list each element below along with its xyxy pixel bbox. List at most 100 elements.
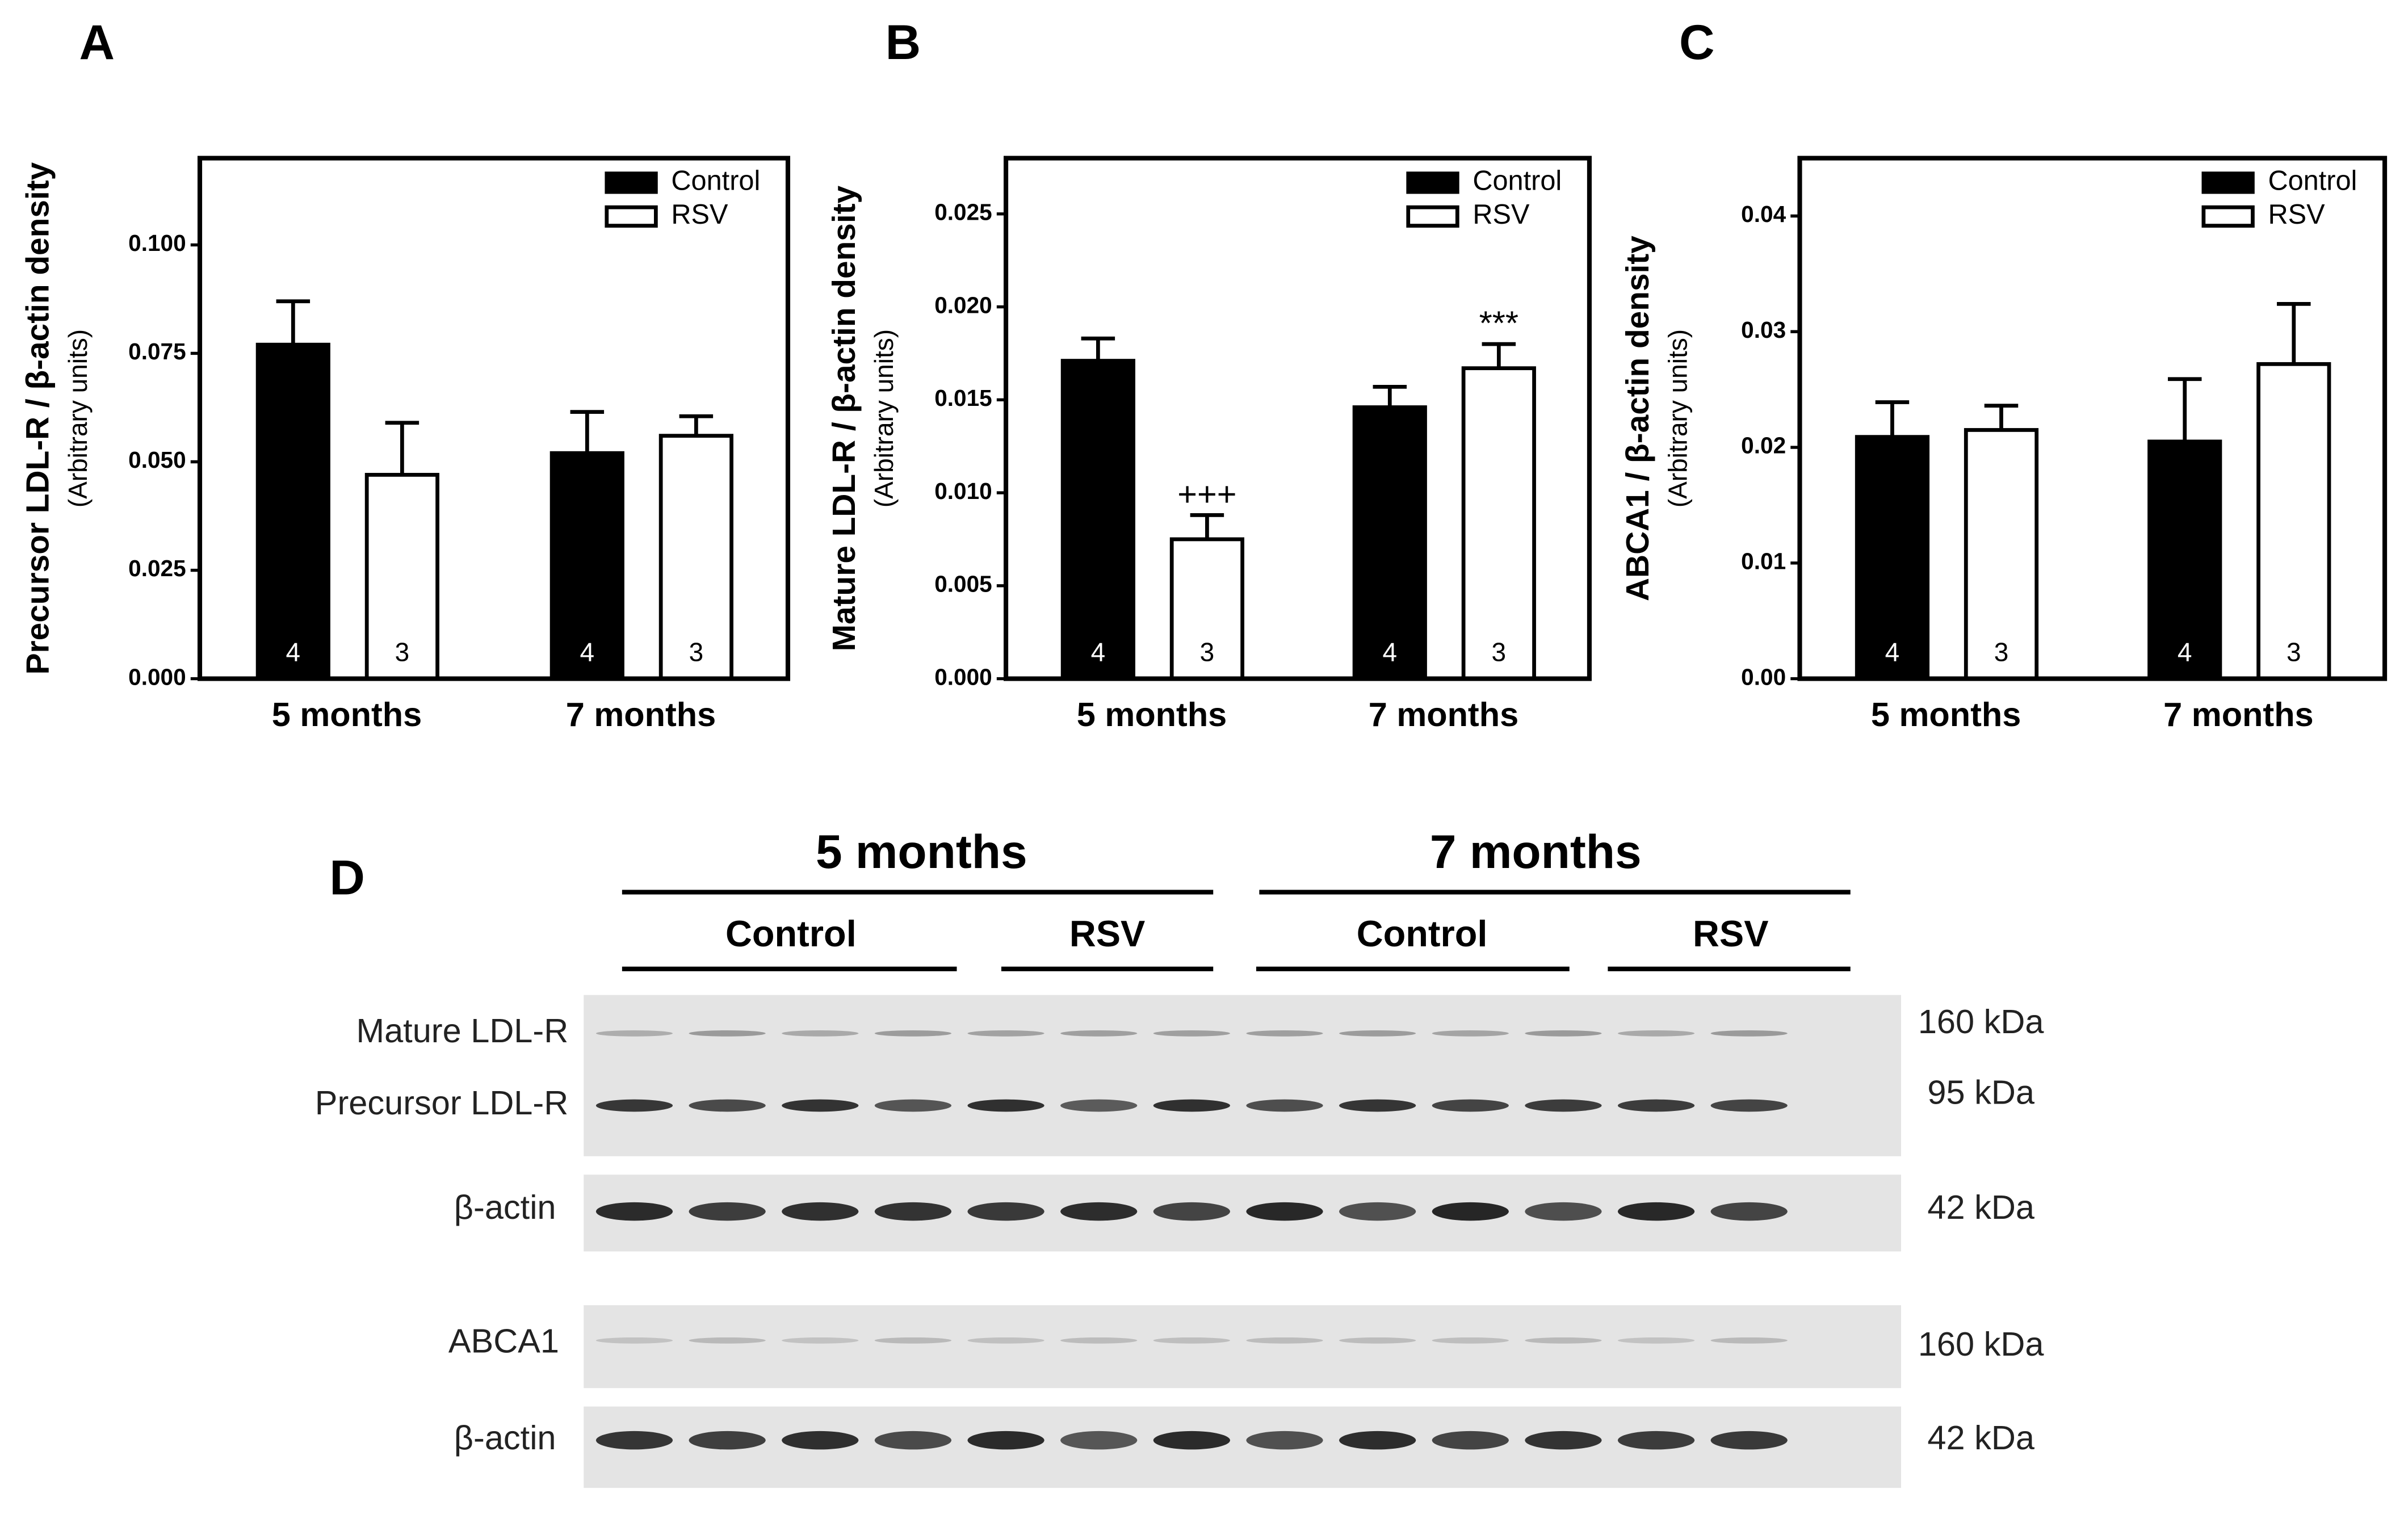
- significance: ***: [1479, 304, 1518, 342]
- legend-label: Control: [2268, 166, 2357, 196]
- blot-strip: [584, 1305, 1902, 1389]
- legend-swatch: [2201, 171, 2255, 194]
- bar: [1855, 435, 1930, 681]
- y-tick-label: 0.020: [934, 292, 992, 318]
- y-axis-title: Precursor LDL-R / β-actin density: [20, 162, 56, 674]
- n-label: 4: [1091, 637, 1106, 666]
- n-label: 3: [1492, 637, 1507, 666]
- blot-band: [1710, 1431, 1788, 1450]
- blot-band: [1339, 1431, 1416, 1450]
- blot-band: [1246, 1337, 1323, 1344]
- blot-band: [689, 1099, 766, 1112]
- blot-band: [1525, 1202, 1602, 1221]
- bar: [1169, 537, 1245, 681]
- legend-swatch: [605, 171, 658, 194]
- legend-label: Control: [1473, 166, 1562, 196]
- blot-band: [1246, 1030, 1323, 1037]
- blot-band: [1710, 1030, 1788, 1037]
- blot-band: [1153, 1431, 1230, 1450]
- blot-band: [689, 1431, 766, 1450]
- y-tick-label: 0.010: [934, 478, 992, 504]
- y-axis-title: Mature LDL-R / β-actin density: [827, 185, 862, 651]
- y-tick-label: 0.100: [128, 230, 186, 256]
- blot-band: [967, 1099, 1044, 1112]
- blot-band: [967, 1202, 1044, 1221]
- y-axis-subtitle: (Arbitrary units): [63, 329, 93, 508]
- n-label: 3: [1994, 637, 2009, 666]
- panel-letter: A: [79, 15, 115, 70]
- blot-band: [1339, 1030, 1416, 1037]
- blot-band: [782, 1202, 859, 1221]
- blot-band: [1525, 1431, 1602, 1450]
- n-label: 4: [2178, 637, 2192, 666]
- legend-label: RSV: [1473, 199, 1530, 230]
- y-tick-label: 0.02: [1741, 433, 1786, 459]
- row-label: β-actin: [454, 1419, 556, 1457]
- blot-band: [1432, 1030, 1509, 1037]
- blot-band: [874, 1337, 952, 1344]
- bar: [1352, 405, 1427, 681]
- blot-band: [1617, 1030, 1695, 1037]
- subgroup-label: RSV: [1693, 913, 1768, 954]
- plot-frame: [197, 156, 791, 681]
- n-label: 3: [2287, 637, 2301, 666]
- blot-band: [1432, 1337, 1509, 1344]
- n-label: 4: [1885, 637, 1900, 666]
- blot-band: [1617, 1431, 1695, 1450]
- blot-band: [1339, 1337, 1416, 1344]
- blot-band: [1525, 1099, 1602, 1112]
- blot-band: [689, 1202, 766, 1221]
- x-tick-label: 5 months: [272, 695, 422, 733]
- blot-band: [1246, 1431, 1323, 1450]
- legend-swatch: [2201, 205, 2255, 228]
- blot-band: [595, 1431, 673, 1450]
- blot-band: [782, 1337, 859, 1344]
- y-tick-label: 0.075: [128, 338, 186, 364]
- y-tick-label: 0.050: [128, 447, 186, 473]
- plot-frame: [1797, 156, 2388, 681]
- x-tick-label: 5 months: [1871, 695, 2021, 733]
- blot-band: [782, 1431, 859, 1450]
- n-label: 3: [689, 637, 704, 666]
- blot-band: [1617, 1202, 1695, 1221]
- blot-band: [595, 1099, 673, 1112]
- group-label: 7 months: [1430, 825, 1642, 878]
- blot-band: [1246, 1202, 1323, 1221]
- blot-band: [874, 1099, 952, 1112]
- blot-band: [1432, 1099, 1509, 1112]
- blot-strip: [584, 1175, 1902, 1252]
- row-label: Mature LDL-R: [356, 1012, 569, 1050]
- significance: +++: [1177, 475, 1236, 513]
- panel-letter: C: [1679, 15, 1715, 70]
- bar: [364, 473, 439, 681]
- y-tick-label: 0.015: [934, 385, 992, 411]
- blot-band: [1617, 1099, 1695, 1112]
- blot-band: [1153, 1030, 1230, 1037]
- legend-swatch: [1406, 171, 1459, 194]
- blot-band: [967, 1337, 1044, 1344]
- x-tick-label: 7 months: [566, 695, 716, 733]
- legend-label: RSV: [2268, 199, 2325, 230]
- blot-band: [1153, 1202, 1230, 1221]
- size-label: 42 kDa: [1927, 1419, 2034, 1457]
- y-axis-title: ABCA1 / β-actin density: [1620, 236, 1656, 601]
- n-label: 4: [286, 637, 301, 666]
- y-tick-label: 0.000: [128, 664, 186, 690]
- size-label: 160 kDa: [1918, 1325, 2045, 1363]
- subgroup-label: RSV: [1069, 913, 1145, 954]
- bar: [1461, 366, 1536, 681]
- n-label: 3: [1200, 637, 1215, 666]
- blot-band: [1617, 1337, 1695, 1344]
- bar: [2147, 439, 2222, 681]
- blot-band: [782, 1030, 859, 1037]
- legend-swatch: [605, 205, 658, 228]
- y-tick-label: 0.025: [934, 199, 992, 225]
- blot-band: [967, 1030, 1044, 1037]
- y-axis-subtitle: (Arbitrary units): [869, 329, 899, 508]
- blot-band: [595, 1337, 673, 1344]
- panel-letter: D: [329, 850, 365, 905]
- blot-band: [782, 1099, 859, 1112]
- blot-band: [1153, 1099, 1230, 1112]
- row-label: β-actin: [454, 1188, 556, 1226]
